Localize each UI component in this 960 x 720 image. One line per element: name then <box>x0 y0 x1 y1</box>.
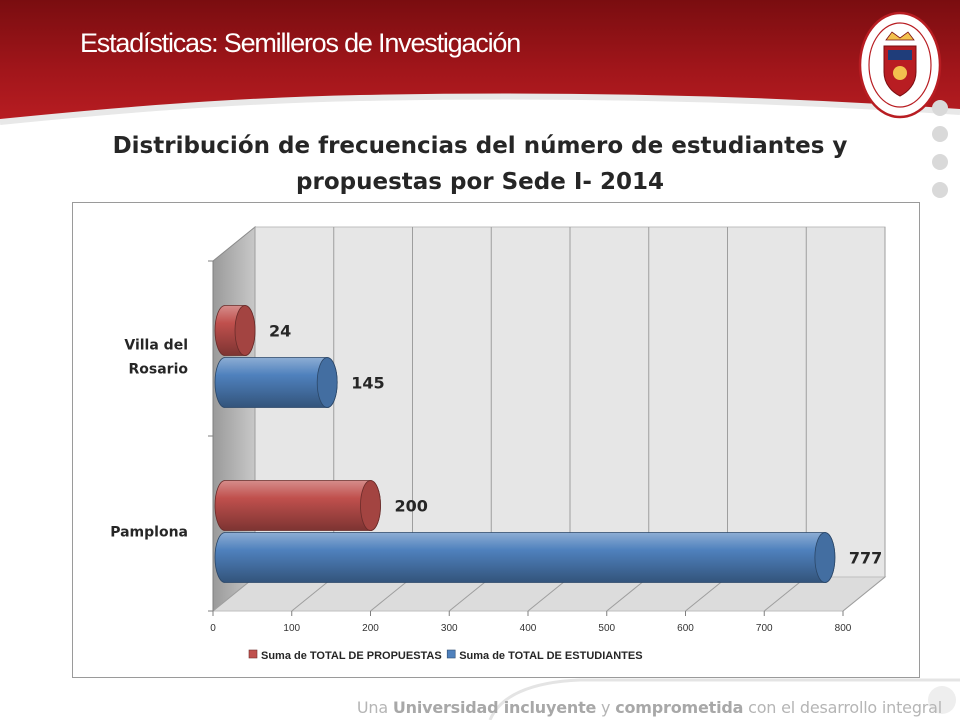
decorative-dot <box>932 100 948 116</box>
category-label: Pamplona <box>110 525 188 541</box>
footer-slogan: Una Universidad incluyente y comprometid… <box>357 698 942 717</box>
legend-swatch <box>446 649 456 659</box>
legend-label: Suma de TOTAL DE PROPUESTAS <box>261 650 442 662</box>
chart-title: Distribución de frecuencias del número d… <box>112 133 848 195</box>
x-tick-label: 200 <box>362 623 379 634</box>
bar-cap <box>814 532 836 583</box>
x-tick-label: 100 <box>283 623 300 634</box>
footer-text-2: Universidad incluyente <box>392 698 597 717</box>
bar-chart: 0 100 200 300 400 500 600 700 800 24 145 Villa del R… <box>110 225 887 662</box>
data-label: 777 <box>849 549 882 568</box>
university-crest-logo <box>858 11 942 119</box>
footer-text-5: con el desarrollo integral <box>743 698 942 717</box>
slide-title: Estadísticas: Semilleros de Investigació… <box>80 28 521 58</box>
legend-swatch <box>248 649 258 659</box>
footer-text-4: comprometida <box>615 698 744 717</box>
floor-gridline <box>842 576 886 612</box>
data-label: 145 <box>351 374 384 393</box>
x-tick-label: 300 <box>441 623 458 634</box>
x-tick-label: 600 <box>677 623 694 634</box>
x-tick-label: 0 <box>210 623 216 634</box>
x-tick-label: 400 <box>520 623 537 634</box>
x-tick-label: 800 <box>835 623 852 634</box>
header-banner <box>0 0 960 125</box>
footer-text-1: Una <box>356 698 393 717</box>
legend-label: Suma de TOTAL DE ESTUDIANTES <box>459 650 642 662</box>
data-label: 24 <box>269 322 291 341</box>
data-label: 200 <box>395 497 428 516</box>
footer-swoosh <box>488 678 960 720</box>
bar-cap <box>316 357 338 408</box>
x-tick-label: 700 <box>756 623 773 634</box>
decorative-dot <box>932 126 948 142</box>
bar <box>214 532 836 583</box>
bar-cap <box>234 305 256 356</box>
decorative-dot <box>932 182 948 198</box>
footer-text-3: y <box>596 698 616 717</box>
chart-container: 0 100 200 300 400 500 600 700 800 24 145 Villa del R… <box>72 202 920 678</box>
bar-cap <box>360 480 381 531</box>
category-label: Rosario <box>129 362 189 378</box>
bar <box>214 480 381 531</box>
decorative-dot <box>932 154 948 170</box>
x-tick-label: 500 <box>598 623 615 634</box>
category-label: Villa del <box>124 338 188 354</box>
